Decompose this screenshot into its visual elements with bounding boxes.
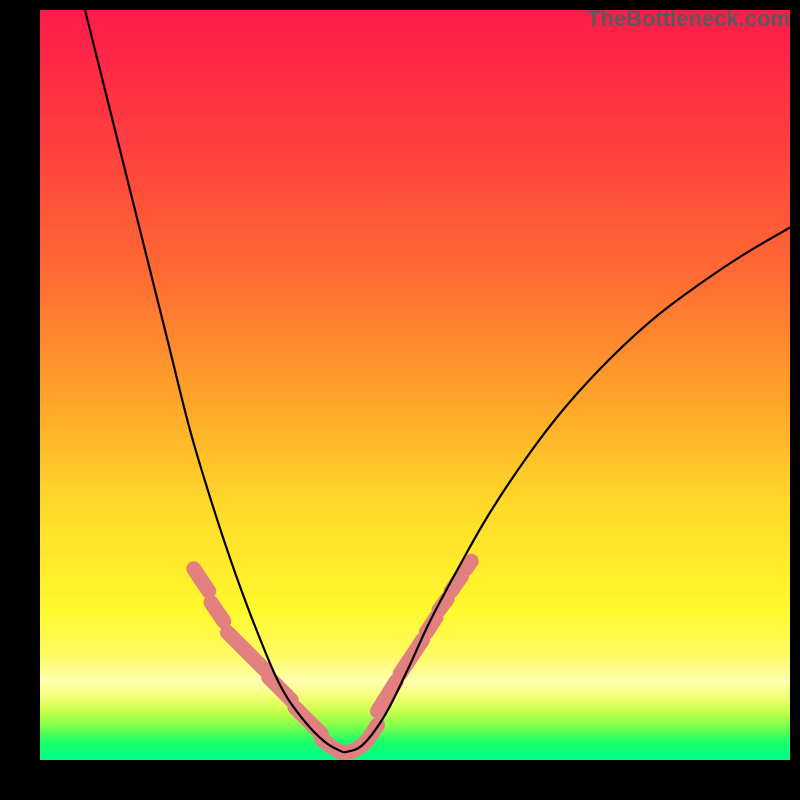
threshold-segment-right-5 [466,561,471,569]
bottleneck-curve-chart [0,0,800,800]
threshold-segment-left-1 [211,603,224,622]
